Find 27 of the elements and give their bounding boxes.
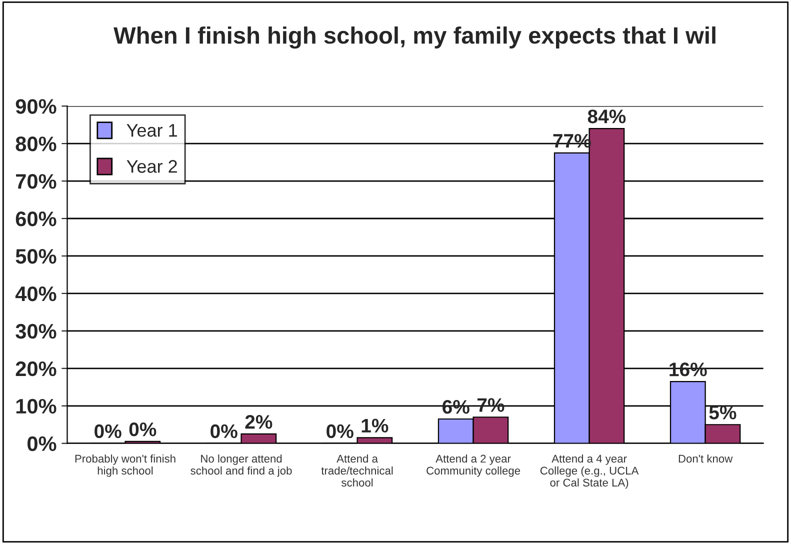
y-tick-label: 40% [15, 286, 56, 302]
y-tick-label: 20% [16, 361, 56, 376]
data-label: 2% [245, 414, 272, 429]
y-tick-label: 90% [16, 99, 56, 114]
data-label: 0% [94, 424, 122, 438]
y-tick-label: 80% [16, 136, 56, 152]
x-tick-label: Attend a 4 year College (e.g., UCLA or Cal State LA) [540, 454, 639, 489]
data-label: 0% [326, 424, 354, 438]
y-tick-label: 50% [16, 248, 56, 264]
x-tick-label: Attend a trade/technical school [321, 454, 393, 487]
y-tick-label: 0% [28, 436, 56, 452]
y-tick-label: 60% [16, 212, 56, 226]
y-tick-label: 10% [16, 398, 56, 414]
data-label: 1% [362, 418, 388, 432]
legend-label: Year 2 [126, 160, 177, 173]
x-tick-label: Probably won't finish high school [75, 454, 176, 477]
x-tick-label: Attend a 2 year Community college [426, 454, 520, 477]
data-label: 0% [129, 422, 156, 436]
x-tick-label: No longer attend school and find a job [190, 454, 292, 477]
data-label: 84% [588, 110, 626, 124]
chart-title: When I finish high school, my family expects that I wil [114, 26, 716, 49]
legend-label: Year 1 [126, 124, 177, 137]
y-tick-label: 30% [16, 324, 56, 339]
x-tick-label: Don't know [678, 454, 733, 463]
y-tick-label: 70% [16, 174, 56, 189]
data-label: 0% [210, 424, 238, 438]
data-label: 5% [709, 406, 736, 420]
